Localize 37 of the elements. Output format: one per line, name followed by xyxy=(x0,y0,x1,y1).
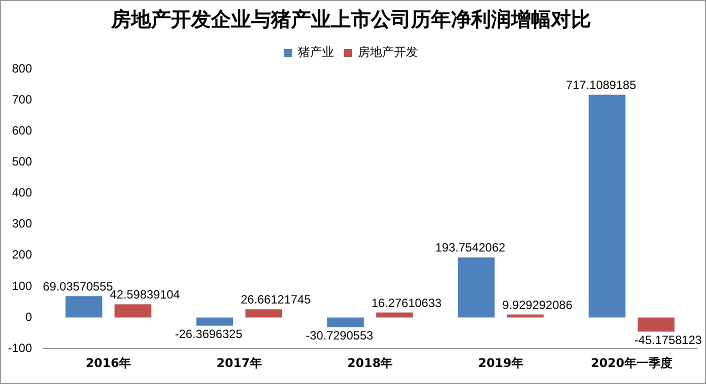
bar xyxy=(327,318,364,328)
y-tick-label: 300 xyxy=(12,216,32,231)
y-tick-label: 600 xyxy=(12,123,32,138)
y-tick-label: 100 xyxy=(12,278,32,293)
data-label: -26.3696325 xyxy=(174,327,243,342)
x-tick-label: 2020年一季度 xyxy=(590,356,672,370)
y-tick-label: 0 xyxy=(25,310,32,324)
y-tick-label: 500 xyxy=(12,154,32,169)
bar xyxy=(245,309,282,318)
data-label: 193.7542062 xyxy=(435,240,506,255)
bar xyxy=(506,314,544,318)
x-tick-label: 2018年 xyxy=(347,356,393,370)
y-tick-label: 700 xyxy=(12,92,32,106)
data-label: -45.1758123 xyxy=(634,332,702,347)
data-label: 717.1089185 xyxy=(566,78,636,92)
bar xyxy=(458,257,495,318)
chart-title: 房地产开发企业与猪产业上市公司历年净利润增幅对比 xyxy=(110,7,591,32)
bar xyxy=(376,312,413,318)
x-tick-label: 2016年 xyxy=(86,356,132,370)
bar xyxy=(638,318,675,332)
data-label: 26.66121745 xyxy=(240,292,312,307)
legend-label: 房地产开发 xyxy=(358,45,418,60)
x-tick-label: 2019年 xyxy=(478,356,524,370)
y-tick-label: 800 xyxy=(12,61,32,76)
data-label: 69.03570555 xyxy=(42,279,114,294)
bar xyxy=(588,94,626,318)
bar xyxy=(196,318,234,326)
y-tick-label: 400 xyxy=(12,186,32,200)
bar xyxy=(66,296,102,318)
y-tick-label: 200 xyxy=(12,248,32,262)
data-label: 9.929292086 xyxy=(502,298,573,312)
data-label: -30.7290553 xyxy=(306,328,374,342)
data-label: 16.27610633 xyxy=(371,296,442,310)
y-tick-label: -100 xyxy=(8,340,32,355)
bar xyxy=(114,304,152,318)
x-tick-label: 2017年 xyxy=(216,356,262,370)
legend-label: 猪产业 xyxy=(298,45,334,60)
